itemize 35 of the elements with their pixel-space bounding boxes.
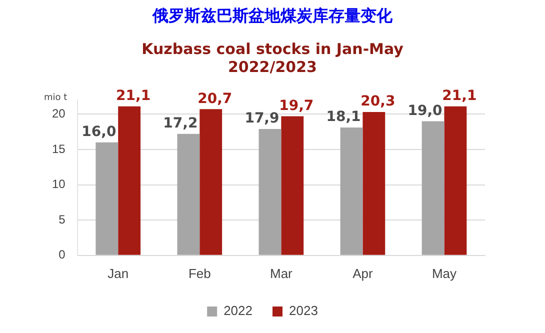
data-label: 21,1 — [116, 88, 151, 104]
data-label: 18,1 — [326, 109, 361, 126]
data-label: 17,2 — [163, 116, 198, 132]
data-label: 19,7 — [279, 98, 314, 114]
x-tick-label: Feb — [188, 266, 211, 281]
data-label: 20,7 — [198, 90, 232, 107]
x-tick-label: May — [432, 266, 458, 281]
bar — [258, 128, 282, 255]
data-label: 17,9 — [244, 110, 280, 127]
bar — [444, 106, 467, 255]
legend-label: 2022 — [224, 303, 252, 318]
y-tick-label: 10 — [52, 177, 66, 192]
bar — [118, 106, 141, 255]
bar — [281, 116, 304, 255]
chart-subtitle: Kuzbass coal stocks in Jan-May 2022/2023 — [140, 40, 404, 78]
data-label: 16,0 — [82, 124, 116, 140]
bar — [177, 134, 200, 255]
x-tick-label: Mar — [270, 266, 294, 281]
chart-title: 俄罗斯兹巴斯盆地煤炭库存量变化 — [151, 6, 394, 27]
data-label: 21,1 — [442, 88, 477, 104]
y-axis-title: mio t — [44, 92, 68, 103]
y-tick-label: 20 — [52, 106, 66, 120]
legend-label: 2023 — [289, 303, 318, 318]
data-label: 19,0 — [408, 102, 443, 119]
x-tick-label: Jan — [108, 266, 129, 281]
bar — [96, 142, 118, 255]
y-tick-label: 5 — [58, 212, 66, 226]
bar — [422, 121, 444, 255]
bar — [200, 109, 222, 255]
x-tick-label: Apr — [352, 266, 374, 281]
data-label: 20,3 — [360, 94, 396, 110]
bar — [340, 128, 363, 255]
y-tick-label: 15 — [52, 142, 66, 156]
bar — [362, 112, 386, 255]
y-tick-label: 0 — [58, 248, 66, 262]
